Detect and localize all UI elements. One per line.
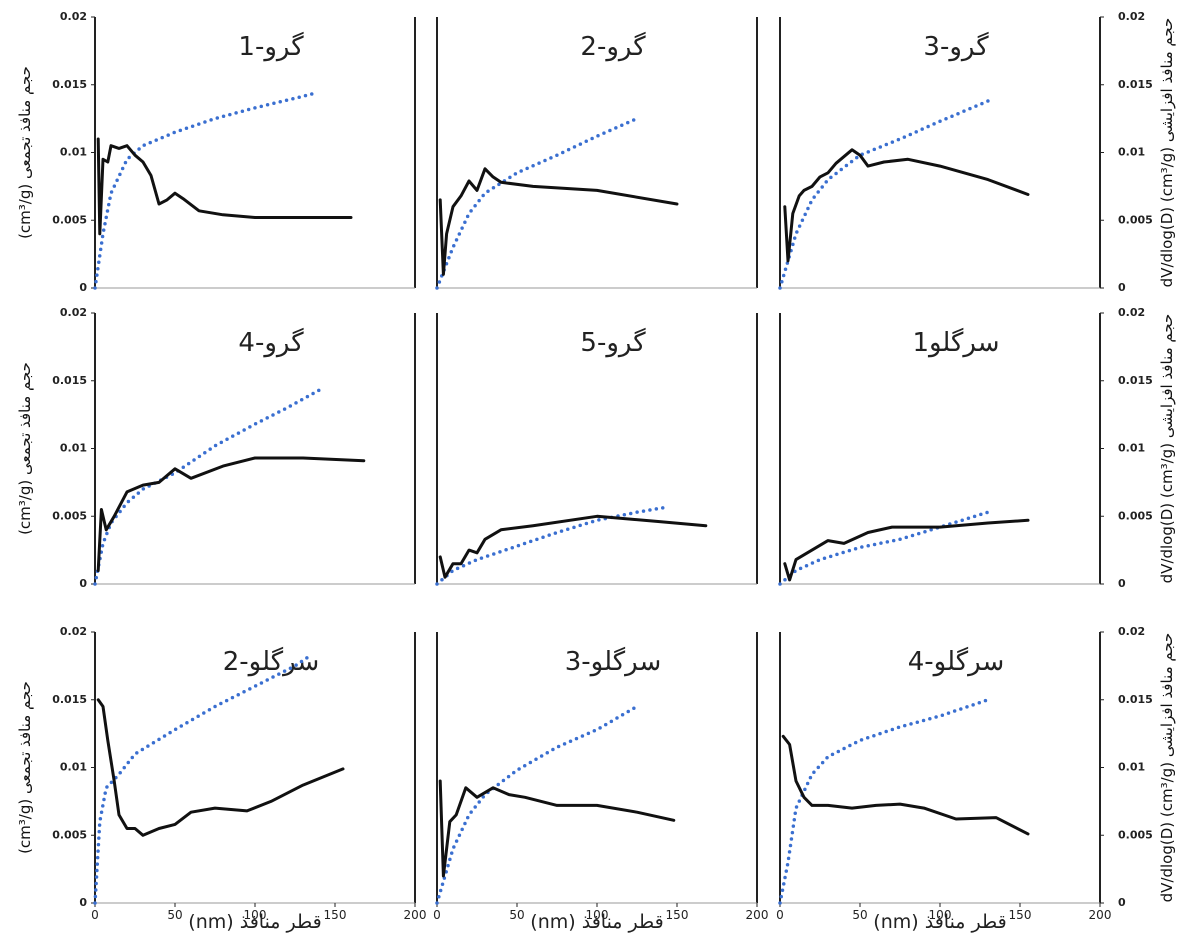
y-tick-label: 0.01	[60, 146, 87, 159]
y2-tick-label: 0	[1118, 896, 1126, 909]
x-tick-label: 200	[404, 908, 427, 922]
y-tick-label: 0	[79, 577, 87, 590]
cumulative-line	[778, 510, 990, 586]
y2-tick-label: 0.01	[1118, 146, 1145, 159]
y-tick-label: 0	[79, 896, 87, 909]
y2-tick-label: 0.005	[1118, 509, 1153, 522]
y2-tick-label: 0.02	[1118, 10, 1145, 23]
y2-tick-label: 0.01	[1118, 442, 1145, 455]
y-tick-label: 0.015	[52, 693, 87, 706]
x-tick-label: 100	[929, 908, 952, 922]
panel-title: گرو-2	[580, 31, 646, 62]
x-tick-label: 100	[586, 908, 609, 922]
y2-tick-label: 0.02	[1118, 625, 1145, 638]
y-tick-label: 0.01	[60, 761, 87, 774]
x-tick-label: 150	[1009, 908, 1032, 922]
y-axis-label: حجم منافذ تجمعی (cm³/g)	[16, 66, 34, 239]
x-tick-label: 0	[776, 908, 784, 922]
cumulative-line	[778, 99, 990, 290]
x-tick-label: 200	[1089, 908, 1112, 922]
panel-title: گرو-3	[923, 31, 989, 62]
cumulative-line	[93, 388, 321, 586]
incremental-line	[438, 779, 676, 878]
incremental-line	[96, 698, 345, 837]
x-tick-label: 50	[167, 908, 182, 922]
panel-title: گرو-1	[238, 31, 304, 62]
panel-title: گرو-5	[580, 327, 646, 358]
y-tick-label: 0.01	[60, 442, 87, 455]
y2-tick-label: 0.015	[1118, 78, 1153, 91]
y2-tick-label: 0.015	[1118, 374, 1153, 387]
y-tick-label: 0.02	[60, 625, 87, 638]
cumulative-line	[435, 116, 639, 290]
incremental-line	[438, 514, 708, 579]
y2-tick-label: 0.005	[1118, 828, 1153, 841]
x-tick-label: 50	[852, 908, 867, 922]
incremental-line	[783, 518, 1030, 582]
x-tick-label: 0	[433, 908, 441, 922]
cumulative-line	[93, 653, 313, 905]
y-tick-label: 0.015	[52, 374, 87, 387]
x-axis-label: قطر منافذ (nm)	[188, 911, 321, 933]
y2-axis-label: حجم منافذ افزایشی dV/dlog(D) (cm³/g)	[1158, 18, 1176, 288]
x-tick-label: 0	[91, 908, 99, 922]
y2-axis-label: حجم منافذ افزایشی dV/dlog(D) (cm³/g)	[1158, 314, 1176, 584]
cumulative-line	[93, 91, 318, 290]
y2-tick-label: 0	[1118, 577, 1126, 590]
y-tick-label: 0.005	[52, 213, 87, 226]
incremental-line	[781, 734, 1030, 836]
incremental-line	[783, 148, 1030, 263]
y2-tick-label: 0.005	[1118, 213, 1153, 226]
x-axis-label: قطر منافذ (nm)	[530, 911, 663, 933]
x-tick-label: 150	[324, 908, 347, 922]
incremental-line	[96, 137, 353, 236]
y-tick-label: 0.005	[52, 509, 87, 522]
y-tick-label: 0.02	[60, 10, 87, 23]
cumulative-line	[435, 505, 671, 586]
incremental-line	[96, 456, 366, 572]
cumulative-line	[435, 704, 639, 905]
panel-title: سرگلو1	[912, 327, 999, 358]
y2-tick-label: 0.015	[1118, 693, 1153, 706]
panel-title: سرگلو-4	[908, 646, 1004, 677]
y2-axis-label: حجم منافذ افزایشی dV/dlog(D) (cm³/g)	[1158, 633, 1176, 903]
y-axis-label: حجم منافذ تجمعی (cm³/g)	[16, 681, 34, 854]
panel-title: سرگلو-3	[565, 646, 661, 677]
y-tick-label: 0.02	[60, 306, 87, 319]
y-tick-label: 0.015	[52, 78, 87, 91]
x-tick-label: 150	[666, 908, 689, 922]
x-axis-label: قطر منافذ (nm)	[873, 911, 1006, 933]
y2-tick-label: 0.01	[1118, 761, 1145, 774]
y2-tick-label: 0.02	[1118, 306, 1145, 319]
panel-title: سرگلو-2	[223, 646, 319, 677]
y2-tick-label: 0	[1118, 281, 1126, 294]
incremental-line	[438, 167, 679, 276]
y-tick-label: 0.005	[52, 828, 87, 841]
x-tick-label: 50	[509, 908, 524, 922]
y-tick-label: 0	[79, 281, 87, 294]
cumulative-line	[778, 698, 990, 905]
x-tick-label: 200	[746, 908, 769, 922]
y-axis-label: حجم منافذ تجمعی (cm³/g)	[16, 362, 34, 535]
panel-title: گرو-4	[238, 327, 304, 358]
x-tick-label: 100	[244, 908, 267, 922]
